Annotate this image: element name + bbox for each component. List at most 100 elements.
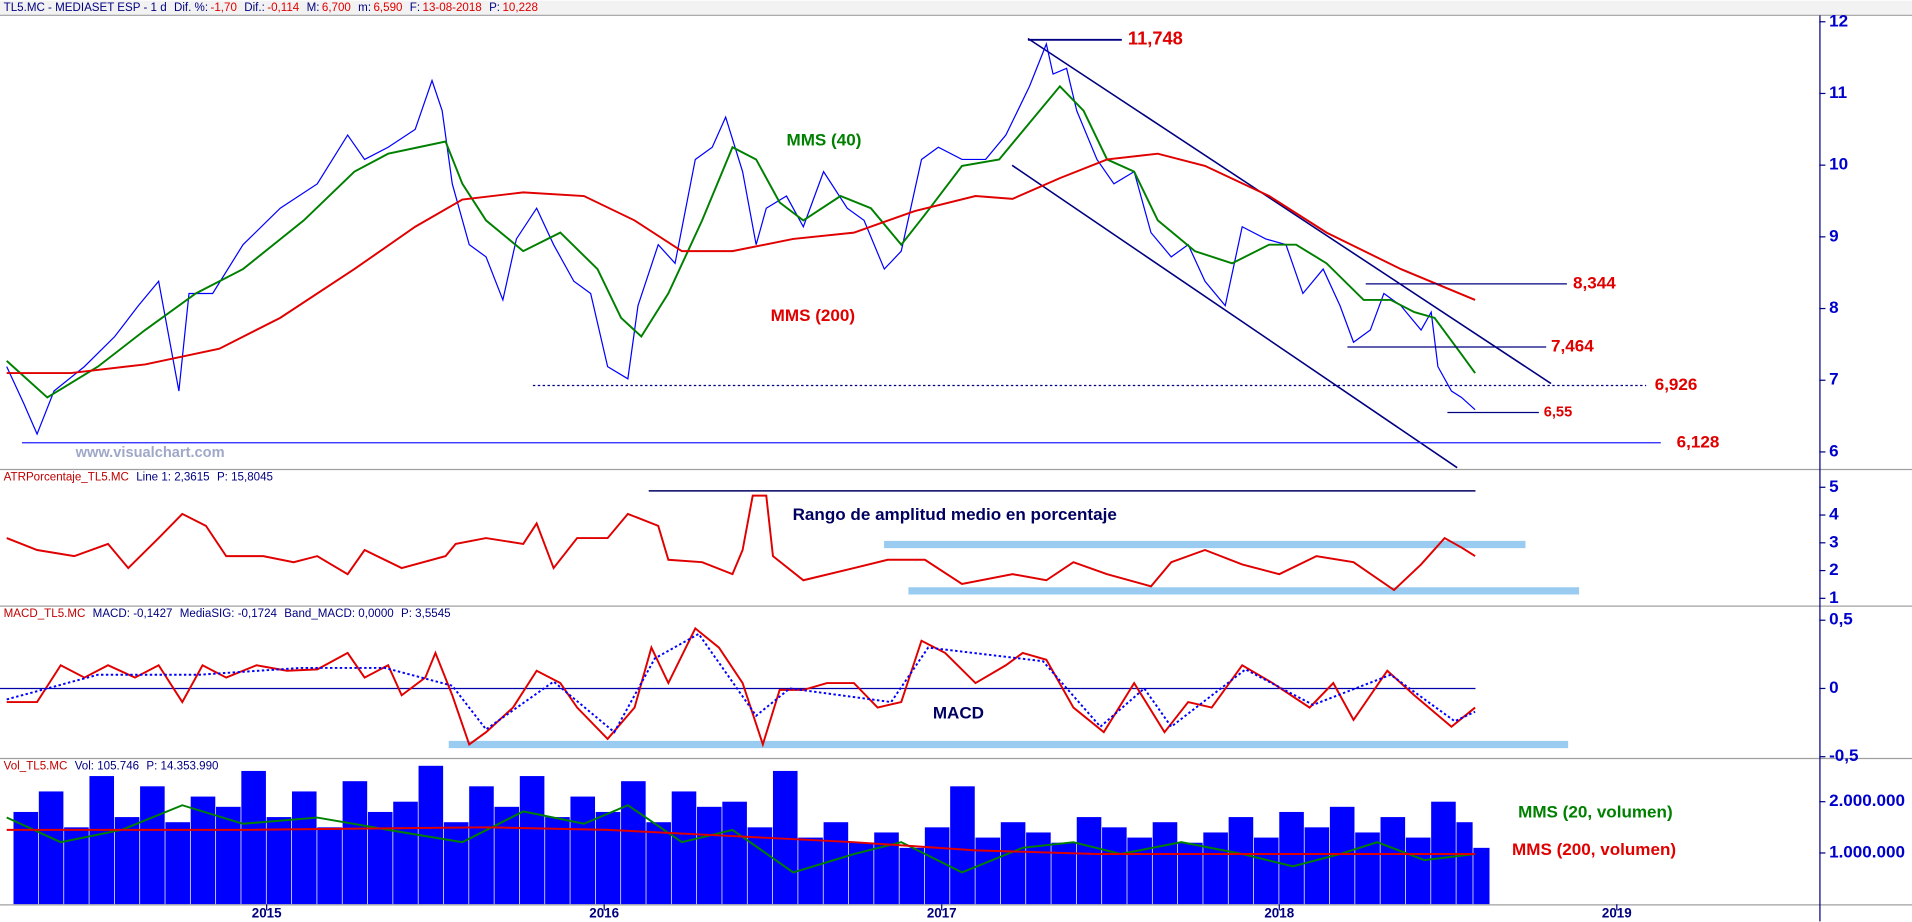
panel-2 bbox=[0, 626, 1476, 748]
panel-frames bbox=[0, 14, 1912, 922]
x-tick-label: 2019 bbox=[1602, 906, 1632, 921]
series-line bbox=[6, 494, 1476, 592]
y-tick-label: -0,5 bbox=[1829, 746, 1859, 765]
panel-header-item: Band_MACD: 0,0000 bbox=[284, 608, 393, 620]
series-label: MMS (200) bbox=[771, 306, 855, 325]
volume-bar bbox=[519, 776, 545, 905]
volume-bar bbox=[1405, 837, 1431, 905]
y-tick-label: 9 bbox=[1829, 226, 1839, 245]
volume-bar bbox=[1304, 827, 1330, 905]
x-tick-label: 2018 bbox=[1264, 906, 1294, 921]
y-tick-label: 6 bbox=[1829, 441, 1839, 460]
series-line bbox=[6, 626, 1476, 748]
volume-bar bbox=[899, 847, 925, 905]
volume-bar bbox=[165, 822, 190, 905]
panel-header: Vol_TL5.MC Vol: 105.746 P: 14.353.990 bbox=[4, 761, 219, 773]
y-tick-label: 4 bbox=[1829, 505, 1839, 524]
series-line bbox=[6, 84, 1476, 399]
panel-header-item: Vol_TL5.MC bbox=[4, 761, 68, 773]
volume-bar bbox=[140, 786, 165, 905]
series-line bbox=[6, 826, 1476, 855]
volume-bar bbox=[1431, 801, 1456, 905]
volume-bar bbox=[1203, 832, 1228, 905]
panel-header-item: MediaSIG: -0,1724 bbox=[180, 608, 278, 620]
panel-3 bbox=[6, 765, 1490, 905]
series-label: MMS (200, volumen) bbox=[1512, 840, 1676, 859]
panel-header: ATRPorcentaje_TL5.MC Line 1: 2,3615 P: 15,… bbox=[4, 472, 273, 484]
highlight-bands bbox=[448, 540, 1580, 749]
level-label: 7,464 bbox=[1551, 336, 1594, 355]
level-label: 6,926 bbox=[1655, 375, 1698, 394]
volume-bar bbox=[1152, 822, 1178, 905]
volume-bar bbox=[114, 817, 140, 905]
panel-header-item: P: 14.353.990 bbox=[146, 761, 218, 773]
panel-header-item: Line 1: 2,3615 bbox=[136, 472, 209, 484]
panel-header-item: ATRPorcentaje_TL5.MC bbox=[4, 472, 129, 484]
volume-bar bbox=[38, 791, 64, 905]
x-tick-label: 2017 bbox=[927, 906, 957, 921]
panel-header-item: MACD_TL5.MC bbox=[4, 608, 86, 620]
level-label: 6,128 bbox=[1677, 432, 1720, 451]
header-field-value: -1,70 bbox=[211, 2, 237, 14]
volume-bar bbox=[1178, 842, 1203, 905]
header-field-value: 13-08-2018 bbox=[423, 2, 482, 14]
volume-bar bbox=[646, 822, 671, 905]
volume-bar bbox=[722, 801, 747, 905]
level-label: 11,748 bbox=[1128, 28, 1183, 49]
trend-line bbox=[1027, 37, 1552, 385]
y-tick-label: 10 bbox=[1829, 155, 1848, 174]
header-field-label: P: bbox=[489, 2, 500, 14]
header-field-value: -0,114 bbox=[267, 2, 300, 14]
panel-header: MACD_TL5.MC MACD: -0,1427 MediaSIG: -0,172… bbox=[4, 608, 451, 620]
header-symbol: TL5.MC - MEDIASET ESP - 1 d bbox=[4, 2, 167, 14]
volume-bar bbox=[1473, 847, 1490, 905]
volume-bar bbox=[1026, 832, 1051, 905]
y-tick-label: 0 bbox=[1829, 678, 1839, 697]
level-label: 8,344 bbox=[1573, 273, 1616, 292]
y-tick-label: 2.000.000 bbox=[1829, 791, 1905, 810]
series-line bbox=[6, 152, 1476, 375]
volume-bar bbox=[266, 817, 292, 905]
volume-bar bbox=[291, 791, 317, 905]
volume-bar bbox=[671, 791, 697, 905]
volume-bar bbox=[1456, 822, 1473, 905]
panel-0 bbox=[6, 41, 1476, 436]
series-line bbox=[6, 632, 1476, 734]
header-field-label: F: bbox=[410, 2, 420, 14]
volume-bar bbox=[1228, 817, 1254, 905]
volume-bar bbox=[595, 811, 621, 905]
y-tick-label: 12 bbox=[1829, 11, 1848, 30]
y-tick-label: 2 bbox=[1829, 560, 1839, 579]
volume-bar bbox=[975, 837, 1001, 905]
annotation: MACD bbox=[933, 704, 984, 723]
volume-bar bbox=[1000, 822, 1026, 905]
volume-bar bbox=[469, 786, 494, 905]
panel-header-item: P: 15,8045 bbox=[217, 472, 273, 484]
trend-line bbox=[1011, 164, 1458, 469]
volume-bar bbox=[342, 781, 368, 905]
y-tick-label: 1.000.000 bbox=[1829, 842, 1905, 861]
volume-bar bbox=[545, 817, 570, 905]
volume-bar bbox=[823, 822, 849, 905]
volume-bar bbox=[1380, 817, 1406, 905]
volume-bar bbox=[190, 796, 216, 905]
annotation: Rango de amplitud medio en porcentaje bbox=[793, 505, 1117, 524]
volume-bar bbox=[621, 781, 646, 905]
volume-bar bbox=[443, 822, 469, 905]
volume-bar bbox=[798, 837, 823, 905]
volume-bar bbox=[367, 811, 393, 905]
volume-bar bbox=[89, 776, 115, 905]
volume-bar bbox=[570, 796, 596, 905]
series-line bbox=[6, 41, 1476, 436]
y-tick-label: 11 bbox=[1829, 83, 1848, 102]
series-line bbox=[6, 804, 1476, 874]
header-field-value: 10,228 bbox=[502, 2, 537, 14]
volume-bar bbox=[1076, 817, 1102, 905]
y-tick-label: 1 bbox=[1829, 588, 1839, 607]
panel-header-item: P: 3,5545 bbox=[401, 608, 451, 620]
header-field-label: M: bbox=[307, 2, 320, 14]
y-tick-label: 8 bbox=[1829, 298, 1839, 317]
series-label: MMS (40) bbox=[787, 130, 862, 149]
volume-bar bbox=[1102, 827, 1127, 905]
